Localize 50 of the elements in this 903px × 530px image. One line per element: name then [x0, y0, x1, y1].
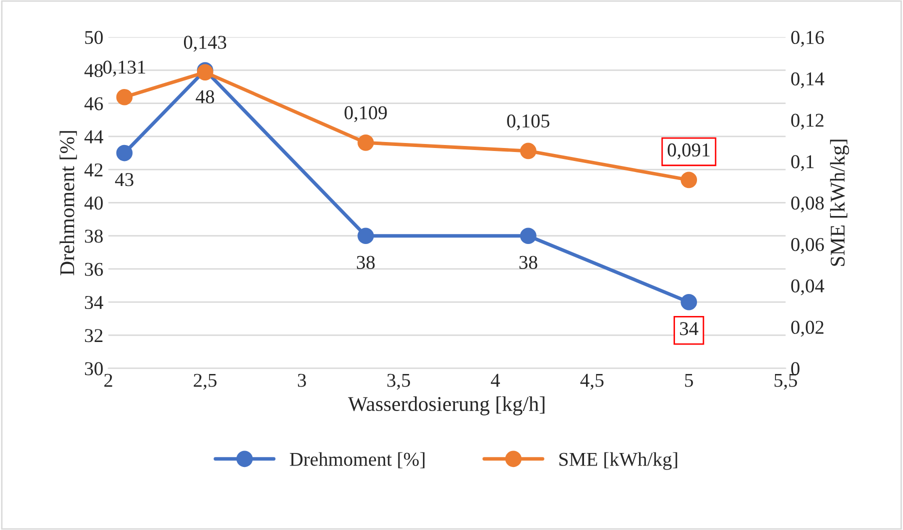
data-label: 0,131 [103, 60, 146, 77]
y-tick-label: 42 [84, 163, 102, 176]
point [520, 228, 536, 244]
x-tick-label: 5 [685, 374, 693, 387]
y-tick-label: 30 [84, 362, 103, 376]
y2-tick-label: 0,1 [791, 155, 814, 172]
y-tick-label: 32 [84, 329, 102, 342]
data-label: 48 [196, 90, 214, 104]
point [116, 144, 133, 162]
x-tick-label: 2,5 [194, 374, 217, 390]
y-tick-label: 48 [84, 64, 103, 78]
y-axis-title: Drehmoment [%] [60, 131, 77, 276]
y2-tick-label: 0,14 [791, 72, 824, 88]
data-label: 0,109 [344, 106, 387, 122]
x-tick-label: 2 [104, 374, 112, 387]
y2-tick-label: 0,08 [791, 196, 824, 212]
data-label: 38 [519, 256, 538, 269]
point [358, 134, 374, 151]
y2-axis-title: SME [kWh/kg] [830, 140, 850, 266]
y2-tick-label: 0,12 [791, 114, 824, 130]
y-tick-label: 46 [84, 97, 103, 110]
y2-tick-label: 0,06 [791, 238, 824, 254]
y-tick-label: 50 [85, 30, 103, 44]
x-tick-label: 5,5 [774, 374, 798, 390]
data-label: 38 [356, 256, 375, 269]
point [520, 142, 536, 160]
y2-tick-label: 0,16 [791, 30, 824, 47]
x-axis-title: Wasserdosierung [kg/h] [348, 396, 544, 416]
point [358, 228, 374, 244]
data-label: 0,105 [507, 114, 550, 130]
y-tick-label: 34 [84, 296, 104, 310]
x-tick-label: 4,5 [580, 374, 604, 390]
y-tick-label: 44 [84, 130, 104, 144]
y-tick-label: 36 [84, 262, 103, 276]
x-tick-label: 3 [298, 374, 306, 387]
legend-label: Drehmoment [%] [290, 452, 424, 468]
y-tick-label: 40 [84, 196, 103, 210]
point [680, 294, 698, 310]
x-tick-label: 4 [490, 374, 500, 387]
point [116, 88, 133, 106]
data-label: 0,091 [668, 143, 710, 160]
y2-tick-label: 0,04 [791, 279, 824, 296]
data-label: 34 [680, 322, 698, 336]
data-label: 0,143 [184, 36, 226, 52]
y-tick-label: 38 [84, 230, 103, 243]
data-label: 43 [115, 173, 134, 186]
y2-tick-label: 0,02 [791, 320, 824, 337]
x-tick-label: 3,5 [387, 374, 410, 390]
point [680, 172, 698, 188]
legend-label: SME [kWh/kg] [559, 452, 678, 470]
